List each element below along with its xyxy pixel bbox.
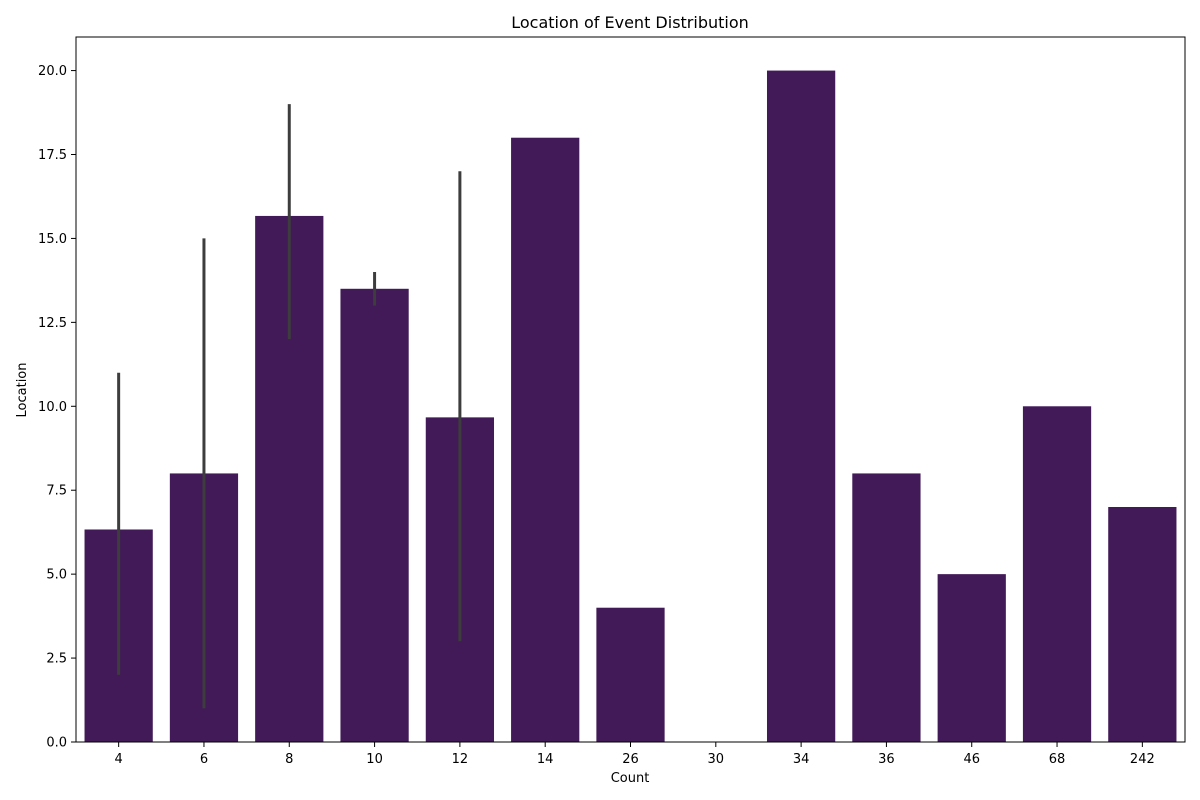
chart-title: Location of Event Distribution: [511, 13, 749, 32]
y-tick-label: 20.0: [38, 64, 67, 79]
x-tick-label: 26: [622, 752, 639, 767]
y-axis-label: Location: [15, 363, 30, 418]
x-tick-label: 68: [1049, 752, 1066, 767]
y-tick-label: 15.0: [38, 232, 67, 247]
bar-26: [596, 607, 665, 742]
x-tick-label: 10: [366, 752, 383, 767]
x-tick-label: 6: [200, 752, 208, 767]
x-tick-label: 14: [537, 752, 554, 767]
x-tick-label: 30: [708, 752, 725, 767]
y-tick-label: 7.5: [46, 484, 67, 499]
y-tick-label: 17.5: [38, 148, 67, 163]
y-tick-label: 2.5: [46, 652, 67, 667]
x-tick-label: 4: [115, 752, 123, 767]
x-tick-label: 242: [1130, 752, 1155, 767]
y-axis: 0.0 2.5 5.0 7.5 10.0 12.5 15.0 17.5 20.0: [38, 64, 76, 751]
y-tick-label: 5.0: [46, 568, 67, 583]
x-tick-label: 36: [878, 752, 895, 767]
y-tick-label: 10.0: [38, 400, 67, 415]
bar-10: [340, 288, 409, 742]
y-tick-label: 12.5: [38, 316, 67, 331]
x-axis-label: Count: [611, 771, 650, 786]
x-tick-label: 12: [452, 752, 469, 767]
bar-34: [766, 70, 836, 743]
y-tick-label: 0.0: [46, 736, 67, 751]
bar-36: [852, 473, 921, 742]
x-tick-label: 8: [285, 752, 293, 767]
x-tick-label: 46: [963, 752, 980, 767]
bar-46: [937, 574, 1006, 742]
bar-14: [511, 137, 580, 742]
bar-68: [1022, 406, 1092, 742]
bar-242: [1108, 507, 1177, 742]
error-bars-layer: [117, 104, 462, 709]
bars-layer: [84, 70, 1177, 743]
x-axis: 4 6 8 10 12 14 26 30 34 36 46 68 242: [115, 742, 1155, 767]
x-tick-label: 34: [793, 752, 810, 767]
